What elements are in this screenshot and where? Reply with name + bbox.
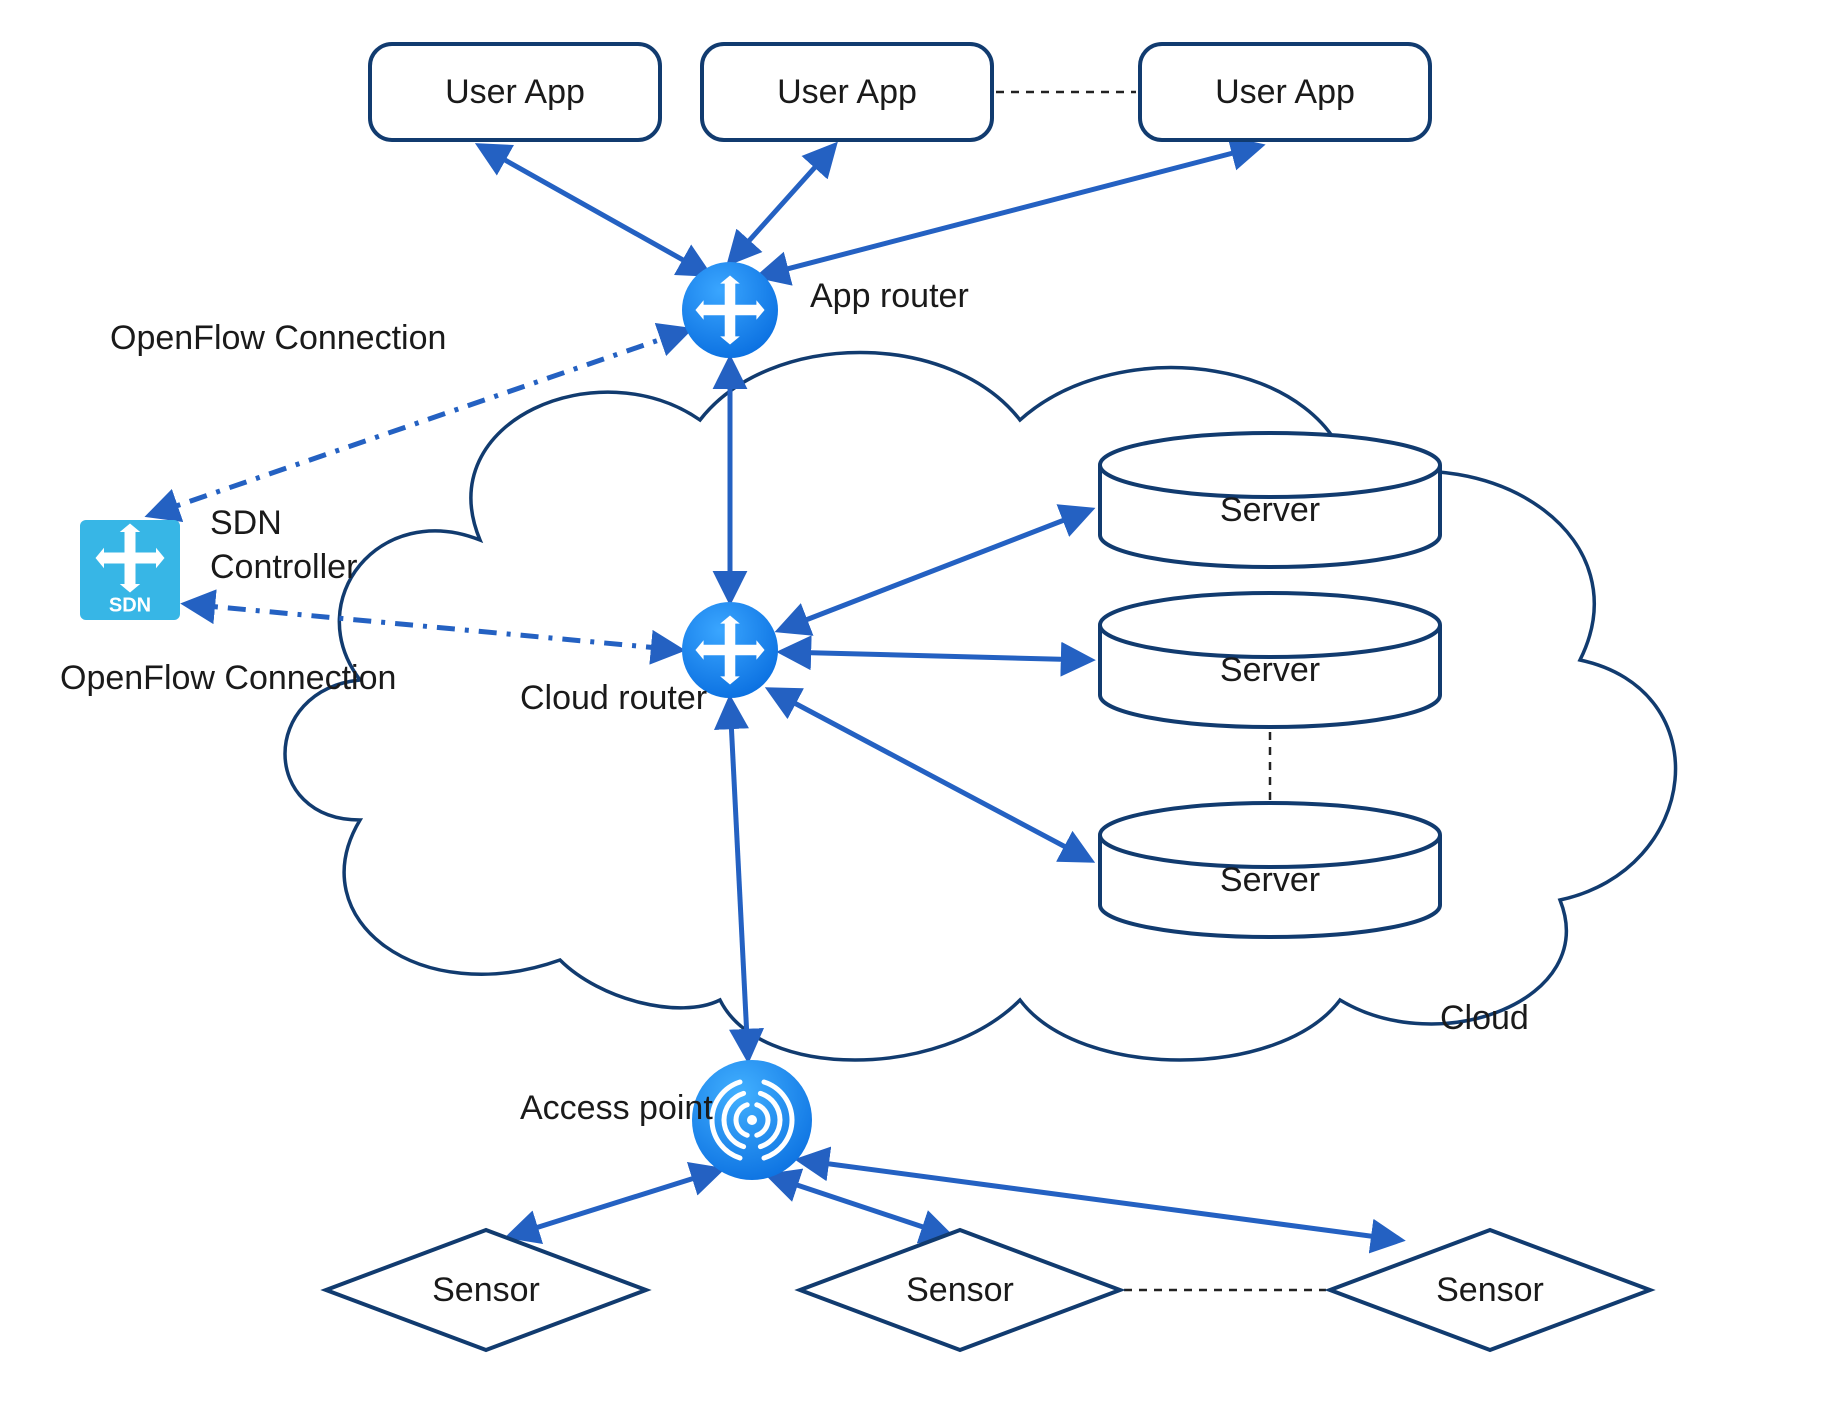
edge-ap-se2 <box>770 1176 950 1236</box>
server-node: Server <box>1100 593 1440 727</box>
user-app-label: User App <box>1215 73 1355 111</box>
edge-cr-ap <box>730 700 748 1058</box>
app-router-icon <box>682 262 778 358</box>
sdn-label-1: SDN <box>210 504 282 542</box>
openflow-label-1: OpenFlow Connection <box>110 319 446 357</box>
openflow-label-2: OpenFlow Connection <box>60 659 396 697</box>
cloud-router-label: Cloud router <box>520 679 707 717</box>
cloud-outline-icon <box>285 353 1676 1061</box>
user-app-label: User App <box>777 73 917 111</box>
server-node: Server <box>1100 803 1440 937</box>
openflow-edge-sdn-ar <box>150 330 688 515</box>
user-app-node: User App <box>702 44 992 140</box>
app-router-label: App router <box>810 277 969 315</box>
user-app-label: User App <box>445 73 585 111</box>
user-app-node: User App <box>1140 44 1430 140</box>
sdn-controller-icon: SDN <box>80 520 180 620</box>
sensor-node: Sensor <box>1330 1230 1650 1350</box>
sensor-node: Sensor <box>800 1230 1120 1350</box>
server-label: Server <box>1220 861 1320 899</box>
access-point-label: Access point <box>520 1089 713 1127</box>
server-node: Server <box>1100 433 1440 567</box>
server-label: Server <box>1220 491 1320 529</box>
edge-cr-s2 <box>782 652 1090 660</box>
edge-ap-se1 <box>510 1170 720 1236</box>
openflow-edge-sdn-cr <box>186 604 680 650</box>
sensor-label: Sensor <box>1436 1271 1544 1309</box>
edge-ar-ua2 <box>730 146 834 262</box>
user-app-node: User App <box>370 44 660 140</box>
edge-cr-s3 <box>770 690 1090 860</box>
edge-ar-ua1 <box>480 146 708 274</box>
server-label: Server <box>1220 651 1320 689</box>
edge-ap-se3 <box>800 1160 1400 1240</box>
sdn-badge-text: SDN <box>109 594 151 616</box>
edge-ar-ua3 <box>760 146 1260 276</box>
sensor-label: Sensor <box>432 1271 540 1309</box>
sdn-label-2: Controller <box>210 548 357 586</box>
cloud-label: Cloud <box>1440 999 1529 1037</box>
sensor-node: Sensor <box>326 1230 646 1350</box>
sensor-label: Sensor <box>906 1271 1014 1309</box>
edge-cr-s1 <box>780 510 1090 630</box>
